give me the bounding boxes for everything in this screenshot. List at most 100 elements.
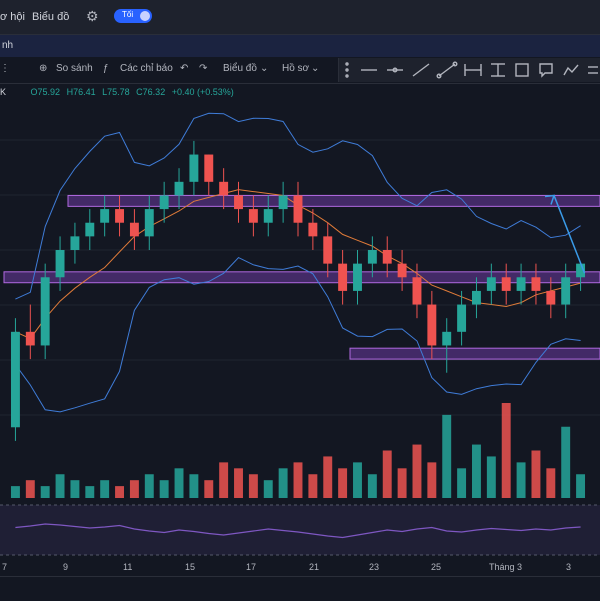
candle-body [516,277,526,291]
chevron-down-icon[interactable]: ⌄ [311,63,320,74]
volume-bar [531,450,541,498]
volume-bar [516,462,526,498]
ohlc-close: C76.32 [136,87,166,97]
price-chart[interactable] [0,100,600,560]
rectangle-icon[interactable] [515,63,529,77]
date-range-icon[interactable] [464,64,482,76]
candle-body [219,181,229,196]
drag-handle-icon[interactable] [345,62,349,78]
candle-body [442,331,452,346]
ohlc-change: +0.40 (+0.53%) [171,87,234,97]
candle-body [397,263,407,278]
volume-bar [40,486,50,498]
volume-bar [338,468,348,498]
volume-bar [85,486,95,498]
trend-line-icon[interactable] [412,63,430,77]
x-tick: 7 [2,562,8,572]
chart-type-button[interactable]: Biểu đồ [223,63,257,74]
volume-bar [115,486,124,498]
x-tick: 3 [566,562,572,572]
x-tick: 15 [185,562,196,572]
tab-strip-partial: nh [2,40,14,51]
candle-body [40,277,50,346]
gear-icon[interactable]: ⚙ [86,8,99,24]
horizontal-line-icon[interactable] [387,67,403,73]
volume-bar [576,474,586,498]
nav-partial[interactable]: ơ hội [0,11,25,23]
volume-bar [382,450,392,498]
candle-body [501,277,511,291]
bollinger-lower [14,256,581,413]
tab-strip: nh [0,35,600,57]
candle-body [189,154,199,182]
volume-bar [263,480,273,498]
candle-body [248,209,258,223]
candle-body [546,290,556,305]
volume-bar [219,462,229,498]
volume-bar [561,426,571,498]
candle-body [457,304,467,332]
template-button[interactable]: Hồ sơ [282,63,310,74]
callout-icon[interactable] [539,63,553,78]
candle-body [427,304,437,346]
candle-body [174,181,184,196]
bollinger-upper [15,112,581,300]
top-bar: ơ hội Biểu đồ ⚙ Tối [0,0,600,35]
volume-bar [442,414,452,498]
fib-icon[interactable] [588,66,598,74]
candle-body [382,250,392,264]
x-tick: 17 [246,562,257,572]
volume-bar [100,480,110,498]
volume-bar [25,480,35,498]
x-tick: 23 [369,562,380,572]
x-tick: 21 [309,562,320,572]
interval-menu-icon[interactable]: ⋮ [0,63,10,74]
candle-body [85,222,95,237]
volume-bar [353,462,362,498]
redo-icon[interactable]: ↷ [199,63,208,74]
candle-body [323,236,333,264]
volume-bar [278,468,288,498]
volume-bar [501,403,511,498]
ohlc-low: L75.78 [102,87,130,97]
candle-body [472,290,481,305]
undo-icon[interactable]: ↶ [180,63,189,74]
theme-toggle-label: Tối [122,10,134,19]
x-tick: Tháng 3 [489,562,523,572]
candle-body [293,195,303,223]
x-tick: 25 [431,562,442,572]
candle-body [486,277,496,291]
candle-body [531,277,541,291]
candle-body [25,331,35,346]
info-line-icon[interactable] [436,61,458,79]
add-icon[interactable]: ⊕ [39,63,48,74]
volume-bar [248,474,258,498]
candle-body [100,209,110,223]
projection-arrow [553,195,586,274]
volume-bar [367,474,377,498]
candle-body [308,222,318,237]
candle-body [144,209,154,237]
path-icon[interactable] [563,64,579,76]
candle-body [129,222,139,237]
indicators-icon[interactable]: ƒ [103,63,109,74]
indicators-button[interactable]: Các chỉ báo [120,63,173,74]
volume-bar [234,468,243,498]
chevron-down-icon[interactable]: ⌄ [260,63,269,74]
volume-bar [159,480,169,498]
price-range-icon[interactable] [491,63,505,77]
ohlc-open: O75.92 [30,87,61,97]
volume-bar [308,474,318,498]
toggle-knob [140,11,150,21]
candle-body [338,263,348,291]
volume-bar [457,468,467,498]
compare-button[interactable]: So sánh [56,63,93,74]
candle-body [10,331,20,428]
volume-bar [323,456,333,498]
x-tick: 9 [63,562,69,572]
volume-bar [293,462,303,498]
theme-toggle[interactable]: Tối [114,9,152,23]
support-resistance-zone [349,347,600,360]
chart-menu[interactable]: Biểu đồ [32,11,70,23]
volume-bar [412,444,422,498]
